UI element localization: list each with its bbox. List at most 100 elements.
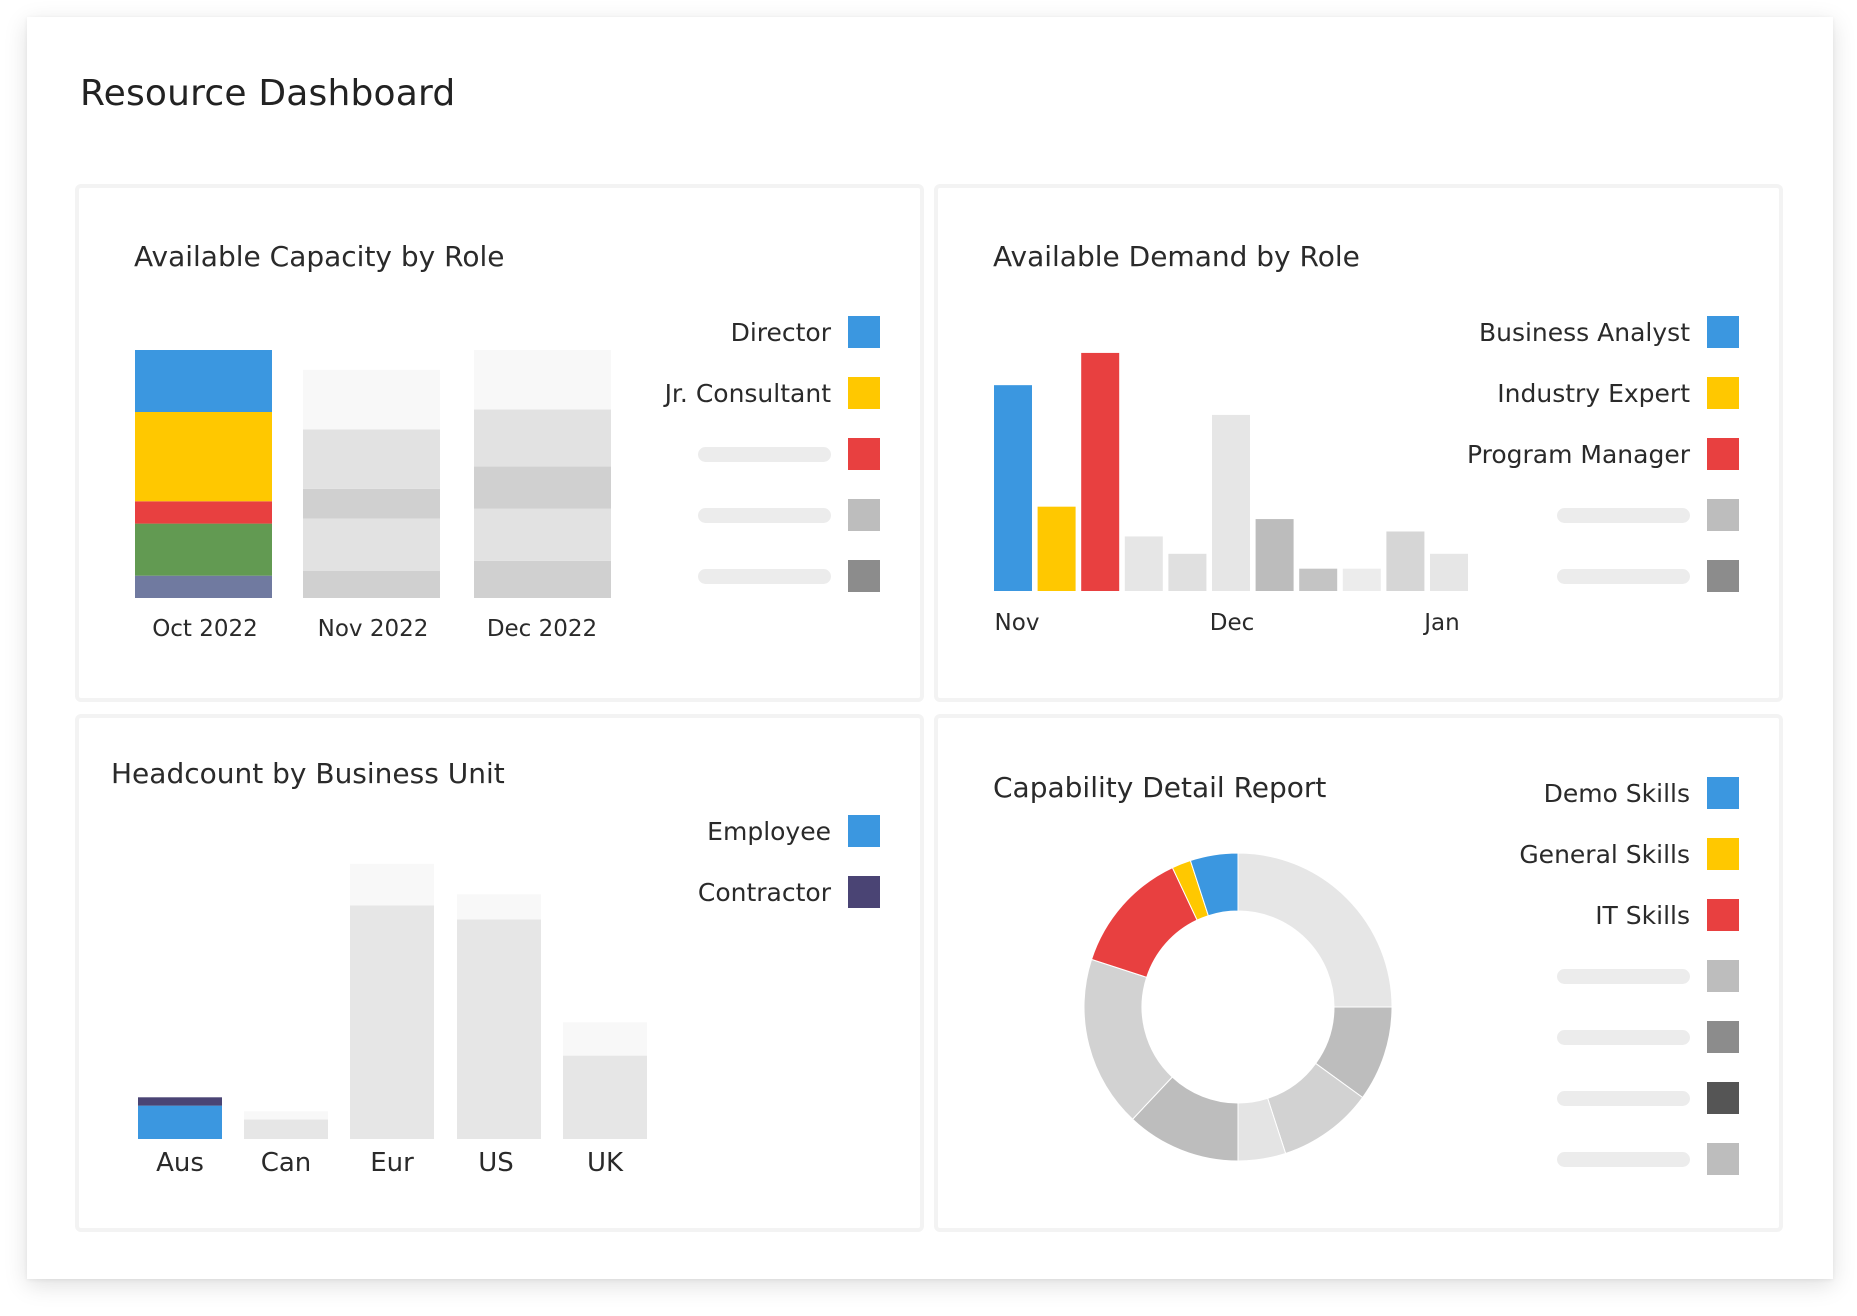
bar-segment	[303, 488, 440, 519]
legend-placeholder-bar	[1557, 1151, 1690, 1167]
bar-segment	[303, 518, 440, 571]
capacity-title: Available Capacity by Role	[134, 240, 505, 273]
legend-swatch	[1707, 438, 1739, 470]
headcount-card: Headcount by Business Unit Employee Contr…	[75, 714, 924, 1232]
demand-bar	[1430, 553, 1468, 591]
demand-bar	[1081, 352, 1120, 591]
demand-title: Available Demand by Role	[993, 240, 1360, 273]
axis-label-dec: Dec	[1209, 610, 1255, 636]
legend-label: Director	[730, 317, 831, 347]
legend-swatch	[1707, 960, 1739, 992]
donut-slice	[1237, 852, 1393, 1008]
axis-label-jan: Jan	[1424, 610, 1460, 636]
bar-segment	[135, 412, 272, 502]
legend-swatch	[848, 316, 880, 348]
bar-segment	[474, 350, 611, 410]
bar-segment	[135, 523, 272, 576]
headcount-chart	[138, 863, 647, 1139]
demand-bar	[1212, 414, 1250, 591]
legend-swatch	[848, 560, 880, 592]
legend-label: General Skills	[1519, 839, 1690, 869]
legend-item: Director	[731, 316, 880, 348]
demand-bar	[1386, 531, 1425, 591]
legend-swatch	[1707, 377, 1739, 409]
legend-placeholder-bar	[698, 507, 831, 523]
capacity-card: Available Capacity by Role Director Jr. C…	[75, 184, 924, 702]
demand-chart	[994, 352, 1468, 591]
bar-segment	[135, 575, 272, 598]
legend-swatch	[848, 377, 880, 409]
legend-item	[1557, 1021, 1739, 1053]
headcount-bar-segment	[457, 919, 541, 1139]
axis-label-dec: Dec 2022	[486, 616, 598, 642]
page-title: Resource Dashboard	[80, 73, 456, 114]
legend-item: Industry Expert	[1497, 377, 1739, 409]
legend-item	[1557, 560, 1739, 592]
legend-swatch	[1707, 499, 1739, 531]
capacity-chart	[135, 350, 611, 598]
legend-swatch	[1707, 560, 1739, 592]
legend-item: Demo Skills	[1544, 777, 1739, 809]
legend-label: Demo Skills	[1543, 778, 1690, 808]
legend-placeholder-bar	[698, 568, 831, 584]
bar-segment	[303, 369, 440, 430]
demand-bar	[1124, 536, 1163, 591]
legend-item	[698, 438, 880, 470]
legend-placeholder-bar	[1557, 1090, 1690, 1106]
demand-bar	[1255, 519, 1294, 591]
legend-item: IT Skills	[1595, 899, 1739, 931]
legend-swatch	[848, 499, 880, 531]
axis-label-aus: Aus	[156, 1148, 204, 1178]
axis-label-eur: Eur	[370, 1148, 414, 1178]
headcount-bar-segment	[138, 1097, 222, 1106]
headcount-title: Headcount by Business Unit	[111, 757, 505, 790]
headcount-bar-segment	[350, 905, 434, 1139]
legend-item: Business Analyst	[1479, 316, 1739, 348]
bar-segment	[474, 560, 611, 598]
legend-item	[1557, 499, 1739, 531]
legend-item: General Skills	[1519, 838, 1739, 870]
legend-swatch	[1707, 899, 1739, 931]
capability-title: Capability Detail Report	[993, 771, 1327, 804]
axis-label-uk: UK	[586, 1148, 624, 1178]
legend-label: Contractor	[697, 877, 831, 907]
legend-label: Jr. Consultant	[664, 378, 831, 408]
legend-swatch	[1707, 316, 1739, 348]
bar-segment	[474, 466, 611, 509]
donut-slice	[1189, 852, 1239, 917]
legend-swatch	[848, 438, 880, 470]
legend-item	[1557, 1143, 1739, 1175]
demand-bar	[1037, 506, 1076, 591]
legend-swatch	[1707, 838, 1739, 870]
demand-card: Available Demand by Role Business Analys…	[934, 184, 1783, 702]
headcount-bar-segment	[244, 1111, 328, 1120]
legend-item: Program Manager	[1467, 438, 1739, 470]
demand-bar	[994, 385, 1032, 591]
legend-item: Jr. Consultant	[665, 377, 880, 409]
legend-item: Employee	[707, 815, 880, 847]
bar-segment	[303, 429, 440, 489]
legend-placeholder-bar	[1557, 1029, 1690, 1045]
capability-donut-chart	[1083, 852, 1393, 1162]
axis-label-can: Can	[260, 1148, 312, 1178]
legend-label: Employee	[707, 816, 831, 846]
legend-swatch	[848, 876, 880, 908]
demand-bar	[1299, 568, 1338, 591]
legend-item: Contractor	[698, 876, 880, 908]
headcount-bar-segment	[138, 1105, 222, 1139]
headcount-bar-segment	[563, 1055, 647, 1139]
headcount-bar-segment	[563, 1022, 647, 1056]
headcount-bar-segment	[457, 894, 541, 920]
axis-label-nov: Nov	[994, 610, 1040, 636]
legend-item	[698, 560, 880, 592]
demand-bar	[1342, 568, 1381, 591]
legend-swatch	[1707, 777, 1739, 809]
legend-swatch	[1707, 1021, 1739, 1053]
bar-segment	[474, 508, 611, 561]
legend-placeholder-bar	[698, 446, 831, 462]
legend-label: IT Skills	[1595, 900, 1690, 930]
legend-placeholder-bar	[1557, 568, 1690, 584]
headcount-bar-segment	[244, 1119, 328, 1139]
legend-placeholder-bar	[1557, 507, 1690, 523]
legend-label: Business Analyst	[1478, 317, 1690, 347]
